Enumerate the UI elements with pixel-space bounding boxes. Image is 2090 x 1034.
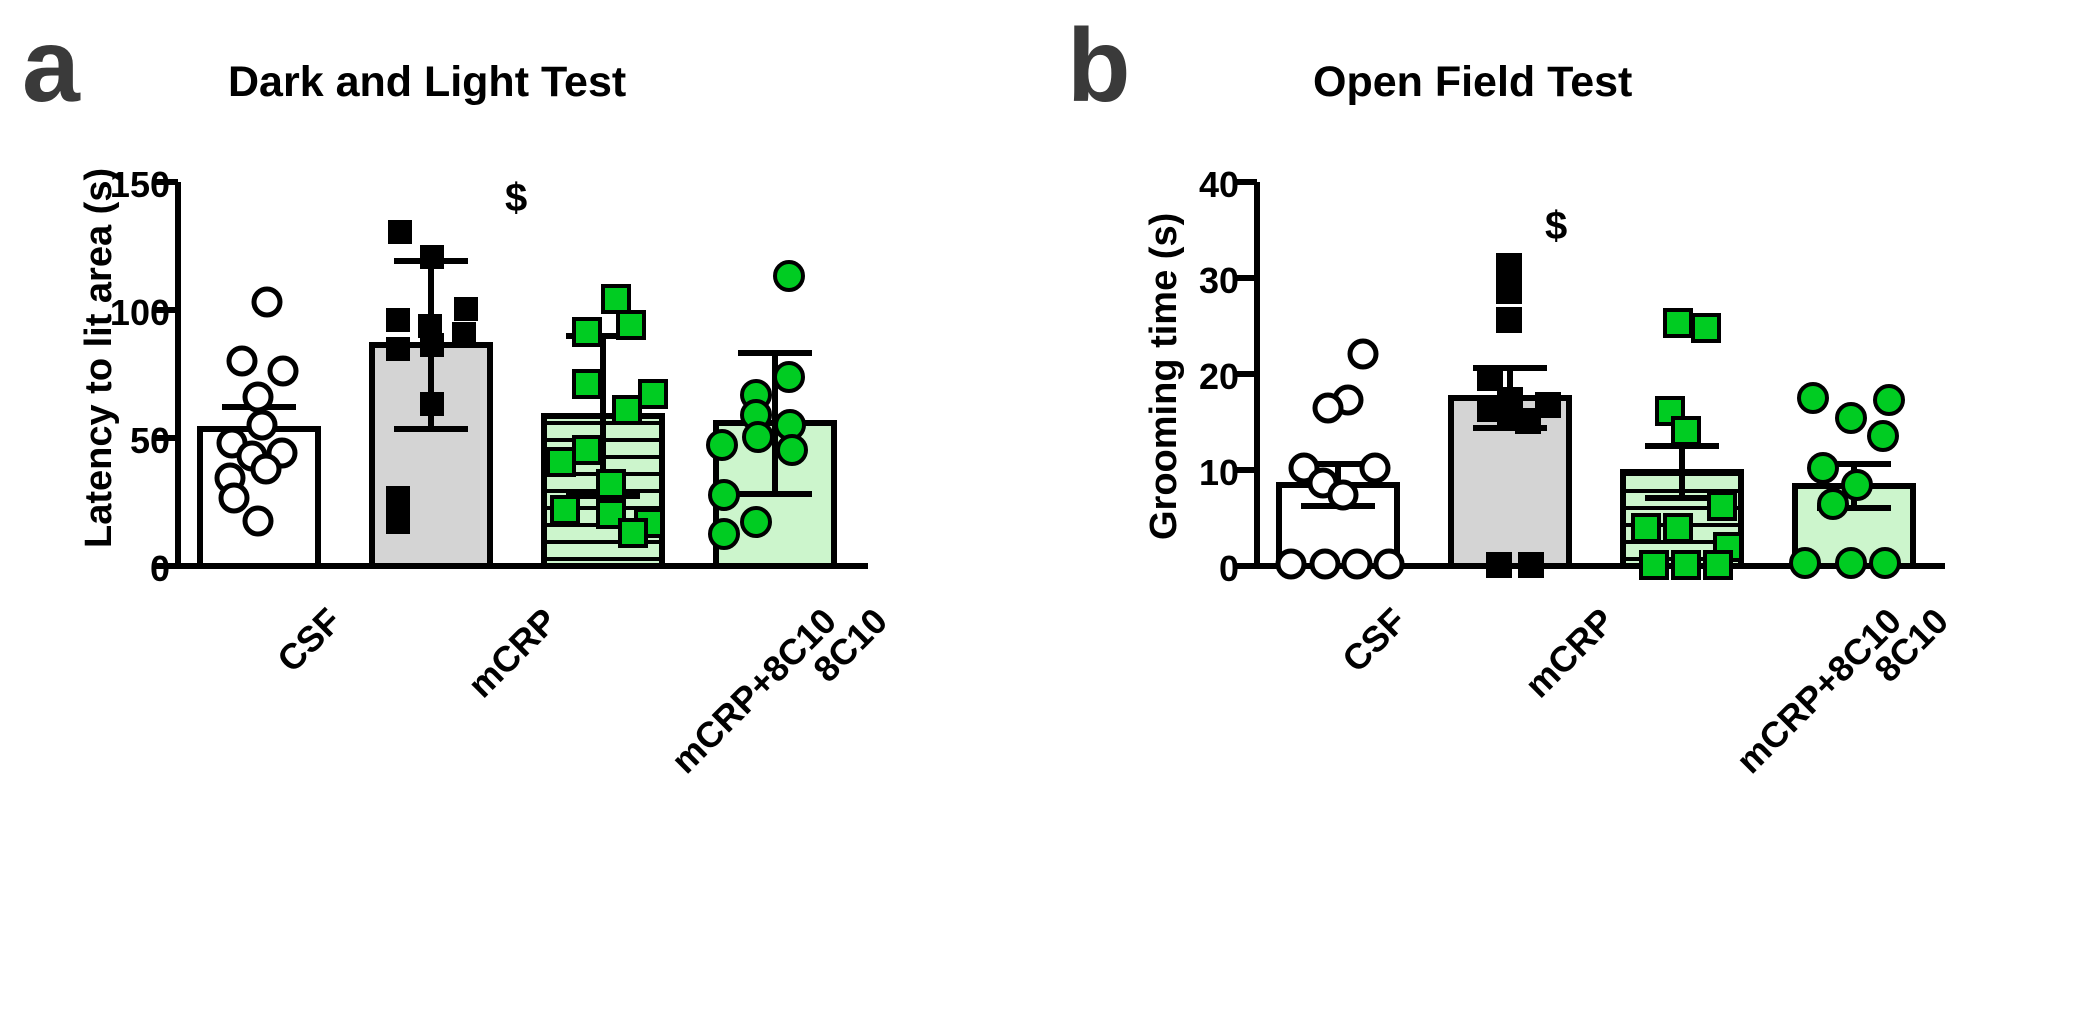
ytick-label-b-30: 30 [1198,260,1239,301]
panel-letter-a: a [22,8,80,124]
scatter-a-mcrp-8c10 [546,284,668,548]
scatter-a-8c10 [706,260,808,550]
significance-marker-a: $ [505,176,528,220]
ytick-label-b-10: 10 [1198,452,1239,493]
scatter-a-mcrp [386,220,478,534]
panel-letter-b: b [1067,8,1131,124]
panel-a: a Dark and Light Test Latency to lit are… [22,8,895,781]
scatter-a-csf [214,286,299,537]
panel-title-a: Dark and Light Test [228,58,627,106]
scatter-b-csf [1275,338,1405,580]
plot-area-a [156,179,868,569]
ytick-label-b-0: 0 [1218,548,1239,589]
panel-b: b Open Field Test Grooming time (s) 40 3… [1045,0,2090,1034]
significance-marker-b: $ [1545,204,1568,248]
scatter-b-mcrp [1477,253,1561,578]
bar-a-mcrp [369,258,493,569]
ytick-label-b-20: 20 [1198,356,1239,397]
panel-title-b: Open Field Test [1313,58,1633,106]
scatter-b-8c10 [1789,382,1905,579]
ytick-label-b-40: 40 [1198,164,1239,205]
scatter-b-mcrp-8c10 [1631,308,1743,580]
plot-area-b [1235,179,1945,580]
